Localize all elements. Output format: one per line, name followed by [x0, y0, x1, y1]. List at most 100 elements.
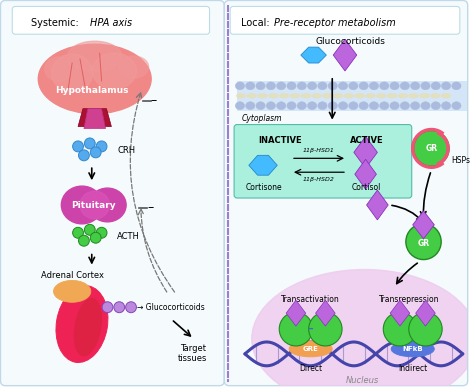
- Ellipse shape: [235, 102, 245, 110]
- Ellipse shape: [318, 102, 327, 110]
- Text: CRH: CRH: [117, 146, 136, 155]
- Text: Direct: Direct: [299, 364, 322, 373]
- Ellipse shape: [308, 82, 317, 90]
- Ellipse shape: [92, 53, 137, 89]
- Text: Transactivation: Transactivation: [281, 295, 340, 304]
- Circle shape: [309, 312, 342, 346]
- Ellipse shape: [390, 82, 399, 90]
- Polygon shape: [333, 39, 357, 71]
- FancyBboxPatch shape: [12, 7, 210, 34]
- Text: GRE: GRE: [303, 346, 319, 352]
- Ellipse shape: [236, 93, 246, 98]
- Ellipse shape: [359, 82, 368, 90]
- Polygon shape: [354, 137, 377, 168]
- Circle shape: [73, 141, 83, 152]
- Ellipse shape: [400, 82, 410, 90]
- Ellipse shape: [52, 54, 93, 92]
- Circle shape: [114, 302, 125, 313]
- Circle shape: [90, 147, 101, 158]
- Ellipse shape: [452, 102, 461, 110]
- Ellipse shape: [266, 82, 275, 90]
- Circle shape: [90, 232, 101, 243]
- Text: Cortisol: Cortisol: [352, 183, 381, 192]
- Text: Pre-receptor metabolism: Pre-receptor metabolism: [274, 18, 396, 28]
- Ellipse shape: [338, 82, 348, 90]
- Ellipse shape: [246, 102, 255, 110]
- Ellipse shape: [387, 93, 397, 98]
- Ellipse shape: [89, 188, 126, 222]
- Ellipse shape: [421, 82, 430, 90]
- Ellipse shape: [421, 102, 430, 110]
- Ellipse shape: [441, 82, 451, 90]
- Polygon shape: [416, 300, 435, 326]
- Ellipse shape: [333, 93, 343, 98]
- Ellipse shape: [355, 93, 365, 98]
- Ellipse shape: [61, 186, 102, 224]
- Ellipse shape: [338, 102, 348, 110]
- Text: Systemic:: Systemic:: [31, 18, 82, 28]
- Circle shape: [84, 138, 95, 149]
- Circle shape: [279, 312, 313, 346]
- Ellipse shape: [430, 93, 440, 98]
- Text: –: –: [308, 324, 313, 334]
- Polygon shape: [286, 300, 306, 326]
- Circle shape: [73, 227, 83, 238]
- Ellipse shape: [349, 82, 358, 90]
- Circle shape: [79, 235, 89, 246]
- Circle shape: [383, 312, 417, 346]
- Circle shape: [126, 302, 137, 313]
- Ellipse shape: [119, 56, 149, 78]
- Polygon shape: [316, 300, 335, 326]
- Ellipse shape: [80, 191, 109, 219]
- Ellipse shape: [318, 82, 327, 90]
- Ellipse shape: [268, 93, 278, 98]
- Ellipse shape: [441, 93, 451, 98]
- Ellipse shape: [256, 82, 265, 90]
- Ellipse shape: [328, 102, 337, 110]
- Ellipse shape: [441, 102, 451, 110]
- Text: Hypothalamus: Hypothalamus: [55, 86, 128, 95]
- Ellipse shape: [287, 82, 296, 90]
- Ellipse shape: [398, 93, 408, 98]
- Polygon shape: [84, 109, 106, 128]
- Ellipse shape: [256, 102, 265, 110]
- Ellipse shape: [266, 102, 275, 110]
- FancyBboxPatch shape: [224, 0, 468, 386]
- Text: –: –: [150, 94, 157, 107]
- Polygon shape: [366, 190, 388, 220]
- Circle shape: [96, 141, 107, 152]
- Ellipse shape: [431, 102, 440, 110]
- Ellipse shape: [289, 341, 332, 357]
- Ellipse shape: [369, 82, 379, 90]
- Ellipse shape: [349, 102, 358, 110]
- Ellipse shape: [297, 102, 307, 110]
- Ellipse shape: [38, 44, 151, 114]
- Ellipse shape: [279, 93, 289, 98]
- Circle shape: [96, 227, 107, 238]
- Text: Nucleus: Nucleus: [346, 376, 379, 385]
- Text: 11β-HSD2: 11β-HSD2: [302, 176, 335, 182]
- Text: Pituitary: Pituitary: [72, 202, 116, 211]
- Ellipse shape: [246, 82, 255, 90]
- Ellipse shape: [290, 93, 300, 98]
- Ellipse shape: [409, 93, 419, 98]
- Text: –: –: [147, 202, 154, 214]
- Ellipse shape: [276, 82, 286, 90]
- Text: GR: GR: [418, 239, 429, 248]
- Circle shape: [84, 224, 95, 235]
- Ellipse shape: [301, 93, 310, 98]
- Ellipse shape: [252, 269, 474, 387]
- FancyBboxPatch shape: [0, 0, 224, 386]
- Ellipse shape: [452, 82, 461, 90]
- Text: → Glucocorticoids: → Glucocorticoids: [137, 303, 205, 312]
- Ellipse shape: [235, 82, 245, 90]
- Polygon shape: [413, 211, 434, 239]
- Polygon shape: [78, 109, 111, 127]
- Ellipse shape: [45, 57, 72, 81]
- Text: Glucocorticoids: Glucocorticoids: [316, 37, 385, 46]
- Circle shape: [409, 312, 442, 346]
- Text: NFkB: NFkB: [402, 346, 423, 352]
- Ellipse shape: [56, 286, 108, 363]
- Polygon shape: [301, 47, 327, 63]
- Text: Transrepression: Transrepression: [379, 295, 439, 304]
